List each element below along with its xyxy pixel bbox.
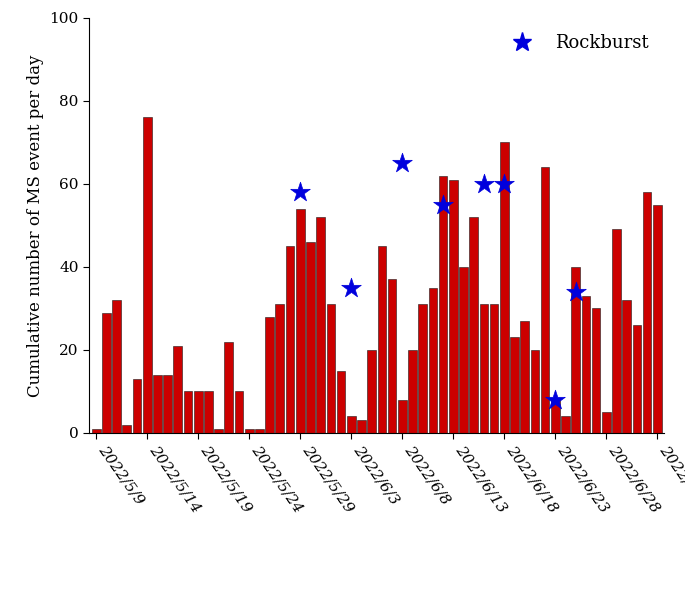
Bar xyxy=(490,304,499,433)
Bar xyxy=(540,167,549,433)
Bar xyxy=(327,304,335,433)
Bar xyxy=(255,429,264,433)
Bar xyxy=(347,416,356,433)
Bar xyxy=(521,321,529,433)
Bar xyxy=(429,288,437,433)
Point xyxy=(478,179,489,189)
Bar xyxy=(286,246,295,433)
Bar xyxy=(153,375,162,433)
Bar xyxy=(377,246,386,433)
Bar xyxy=(623,300,631,433)
Bar xyxy=(449,180,458,433)
Point xyxy=(346,283,357,292)
Bar xyxy=(92,429,101,433)
Bar xyxy=(408,350,416,433)
Bar xyxy=(112,300,121,433)
Bar xyxy=(653,205,662,433)
Bar xyxy=(163,375,172,433)
Point xyxy=(295,187,306,197)
Bar xyxy=(592,308,601,433)
Bar xyxy=(388,279,397,433)
Bar xyxy=(173,346,182,433)
Bar xyxy=(225,342,233,433)
Bar xyxy=(316,217,325,433)
Bar xyxy=(438,176,447,433)
Bar xyxy=(531,350,539,433)
Bar xyxy=(500,142,508,433)
Bar xyxy=(133,379,141,433)
Bar xyxy=(204,391,213,433)
Bar xyxy=(102,313,111,433)
Bar xyxy=(571,267,580,433)
Bar xyxy=(265,317,274,433)
Bar xyxy=(469,217,478,433)
Bar xyxy=(398,400,407,433)
Legend: Rockburst: Rockburst xyxy=(497,27,656,59)
Bar xyxy=(561,416,570,433)
Bar xyxy=(612,229,621,433)
Bar xyxy=(643,192,651,433)
Bar xyxy=(632,325,641,433)
Bar xyxy=(123,425,131,433)
Point xyxy=(499,179,510,189)
Bar xyxy=(479,304,488,433)
Bar xyxy=(602,412,610,433)
Bar xyxy=(306,242,315,433)
Bar xyxy=(337,371,345,433)
Bar xyxy=(143,117,151,433)
Bar xyxy=(551,400,560,433)
Bar xyxy=(275,304,284,433)
Point xyxy=(397,158,408,168)
Point xyxy=(550,395,561,404)
Bar xyxy=(245,429,253,433)
Bar xyxy=(184,391,192,433)
Bar xyxy=(367,350,376,433)
Bar xyxy=(510,337,519,433)
Bar xyxy=(582,296,590,433)
Bar xyxy=(419,304,427,433)
Bar xyxy=(235,391,243,433)
Bar xyxy=(214,429,223,433)
Bar xyxy=(296,209,305,433)
Point xyxy=(570,287,581,296)
Bar xyxy=(194,391,203,433)
Y-axis label: Cumulative number of MS event per day: Cumulative number of MS event per day xyxy=(27,54,44,397)
Point xyxy=(438,200,449,209)
Bar xyxy=(357,420,366,433)
Bar xyxy=(459,267,468,433)
